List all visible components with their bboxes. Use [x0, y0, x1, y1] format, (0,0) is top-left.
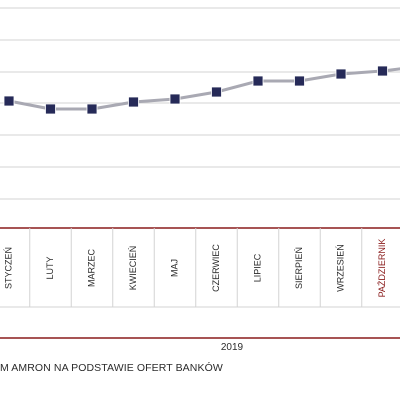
data-point-marker [211, 86, 222, 98]
data-point-marker [128, 96, 139, 108]
data-point-marker [294, 75, 305, 87]
data-point-marker [169, 93, 181, 105]
x-tick-label: LUTY [45, 256, 55, 279]
x-tick-label: MARZEC [86, 249, 96, 288]
x-tick-labels: STYCZEŃ LUTY MARZEC KWIECIEŃ MAJ CZERWIEC LIPI… [3, 239, 387, 298]
data-point-marker [377, 65, 388, 77]
data-point-marker [45, 103, 56, 115]
source-note: M AMRON NA PODSTAWIE OFERT BANKÓW [0, 362, 223, 374]
x-tick-label: WRZESIEŃ [335, 244, 345, 292]
grid-lines [0, 7, 400, 200]
x-tick-label: MAJ [169, 259, 179, 277]
x-tick-label: LIPIEC [252, 253, 262, 282]
x-tick-label: STYCZEŃ [3, 247, 13, 289]
data-markers [3, 65, 388, 115]
x-tick-label: KWIECIEŃ [128, 246, 138, 291]
x-tick-label: SIERPIEŃ [294, 247, 304, 289]
data-point-marker [335, 68, 347, 80]
x-tick-label: CZERWIEC [211, 244, 221, 292]
data-point-marker [3, 95, 15, 107]
data-point-marker [252, 75, 264, 87]
year-label: 2019 [221, 342, 244, 353]
data-point-marker [86, 103, 98, 115]
x-tick-label: PAŹDZIERNIK [377, 239, 387, 298]
axes [0, 227, 400, 339]
